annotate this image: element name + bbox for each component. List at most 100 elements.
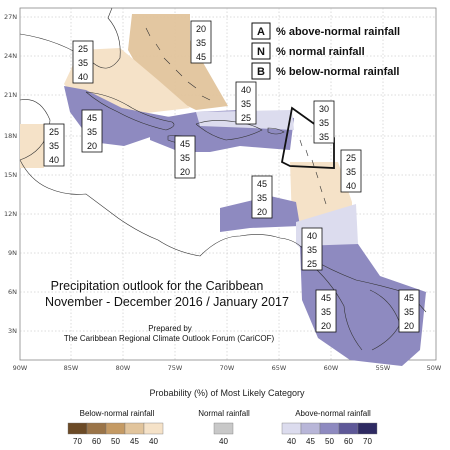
prob-above: 25 xyxy=(78,44,88,54)
scale-above-label: Above-normal rainfall xyxy=(295,409,371,418)
prob-below: 20 xyxy=(321,321,331,331)
zone-belize xyxy=(20,124,44,168)
prob-box-bahamas-north: 20 35 45 xyxy=(190,20,212,64)
prob-above: 45 xyxy=(180,139,190,149)
prob-above: 45 xyxy=(404,293,414,303)
prob-below: 35 xyxy=(319,132,329,142)
scale-value-below: 40 xyxy=(149,437,158,446)
lat-tick: 21N xyxy=(4,91,17,99)
prob-box-belize: 25 35 40 xyxy=(43,123,65,167)
scale-value-normal: 40 xyxy=(219,437,228,446)
prepared-by-line1: Prepared by xyxy=(148,324,192,333)
prob-below: 40 xyxy=(78,72,88,82)
abn-legend: A % above-normal rainfall N % normal rai… xyxy=(251,22,400,80)
scale-normal-label: Normal rainfall xyxy=(198,409,250,418)
prob-above: 45 xyxy=(321,293,331,303)
scale-swatch-below xyxy=(86,422,107,435)
scale-swatch-above xyxy=(338,422,359,435)
scale-value-above: 50 xyxy=(325,437,334,446)
lon-tick: 60W xyxy=(324,364,339,372)
scale-title: Probability (%) of Most Likely Category xyxy=(149,388,305,398)
scale-value-above: 70 xyxy=(363,437,372,446)
scale-swatch-above xyxy=(357,422,378,435)
scale-below-label: Below-normal rainfall xyxy=(80,409,155,418)
lat-tick: 18N xyxy=(4,132,17,140)
longitude-ticks: 90W 85W 80W 75W 70W 65W 60W 55W 50W xyxy=(13,364,442,372)
prob-normal: 35 xyxy=(319,118,329,128)
prob-above: 45 xyxy=(87,113,97,123)
scale-swatch-below xyxy=(105,422,126,435)
legend-key-b xyxy=(251,62,271,80)
prob-box-cuba-central: 45 35 20 xyxy=(81,109,103,153)
legend-letter-a: A xyxy=(257,26,265,38)
prob-box-lesser-antilles-north: 30 35 35 xyxy=(313,100,335,144)
lon-tick: 70W xyxy=(220,364,235,372)
prob-above: 20 xyxy=(196,24,206,34)
legend-letter-n: N xyxy=(257,46,265,58)
legend-text-b: % below-normal rainfall xyxy=(276,66,399,78)
lat-tick: 24N xyxy=(4,52,17,60)
latitude-ticks: 27N 24N 21N 18N 15N 12N 9N 6N 3N xyxy=(4,13,17,335)
lat-tick: 27N xyxy=(4,13,17,21)
prob-box-greater-antilles: 45 35 20 xyxy=(174,135,196,179)
lon-tick: 80W xyxy=(116,364,131,372)
prob-below: 20 xyxy=(257,207,267,217)
prob-normal: 35 xyxy=(49,141,59,151)
prob-below: 40 xyxy=(346,181,356,191)
lat-tick: 9N xyxy=(8,249,17,257)
lat-tick: 3N xyxy=(8,327,17,335)
scale-swatch-below xyxy=(124,422,145,435)
prob-below: 40 xyxy=(49,155,59,165)
coastlines xyxy=(19,7,427,351)
prob-normal: 35 xyxy=(180,153,190,163)
scale-value-above: 60 xyxy=(344,437,353,446)
lat-tick: 6N xyxy=(8,288,17,296)
scale-value-above: 40 xyxy=(287,437,296,446)
prob-above: 45 xyxy=(257,179,267,189)
prob-below: 20 xyxy=(404,321,414,331)
prob-above: 30 xyxy=(319,104,329,114)
lon-tick: 75W xyxy=(168,364,183,372)
lon-tick: 90W xyxy=(13,364,28,372)
legend-letter-b: B xyxy=(257,66,265,78)
prob-below: 45 xyxy=(196,52,206,62)
map-title-line1: Precipitation outlook for the Caribbean xyxy=(51,279,264,293)
legend-text-a: % above-normal rainfall xyxy=(276,26,400,38)
lat-tick: 15N xyxy=(4,171,17,179)
prob-normal: 35 xyxy=(257,193,267,203)
scale-swatches: 70 60 50 45 40 40 40 45 50 60 70 xyxy=(67,422,378,446)
prob-below: 25 xyxy=(241,113,251,123)
prob-box-turks-caicos: 40 35 25 xyxy=(235,81,257,125)
scale-swatch-above xyxy=(319,422,340,435)
prob-normal: 35 xyxy=(241,99,251,109)
prob-above: 25 xyxy=(346,153,356,163)
prob-above: 40 xyxy=(307,231,317,241)
prob-below: 20 xyxy=(180,167,190,177)
prob-box-french-guiana: 45 35 20 xyxy=(398,289,420,333)
prob-above: 25 xyxy=(49,127,59,137)
scale-swatch-normal xyxy=(213,422,234,435)
prob-box-guyana: 45 35 20 xyxy=(315,289,337,333)
prob-box-cuba-west: 25 35 40 xyxy=(72,40,94,84)
scale-swatch-above xyxy=(300,422,321,435)
prob-box-windward-islands: 25 35 40 xyxy=(340,149,362,193)
prob-box-abc-islands: 45 35 20 xyxy=(251,175,273,219)
legend-key-n xyxy=(251,42,271,60)
zone-guyana xyxy=(300,244,426,366)
scale-swatch-above xyxy=(281,422,302,435)
prob-box-trinidad: 40 35 25 xyxy=(301,227,323,271)
prob-normal: 35 xyxy=(78,58,88,68)
legend-key-a xyxy=(251,22,271,40)
scale-value-below: 50 xyxy=(111,437,120,446)
lon-tick: 55W xyxy=(376,364,391,372)
prob-normal: 35 xyxy=(346,167,356,177)
scale-value-below: 70 xyxy=(73,437,82,446)
lat-tick: 12N xyxy=(4,210,17,218)
prob-normal: 35 xyxy=(87,127,97,137)
prob-below: 20 xyxy=(87,141,97,151)
prepared-by-line2: The Caribbean Regional Climate Outlook F… xyxy=(64,334,275,343)
prob-normal: 35 xyxy=(404,307,414,317)
lon-tick: 85W xyxy=(64,364,79,372)
lon-tick: 50W xyxy=(427,364,442,372)
